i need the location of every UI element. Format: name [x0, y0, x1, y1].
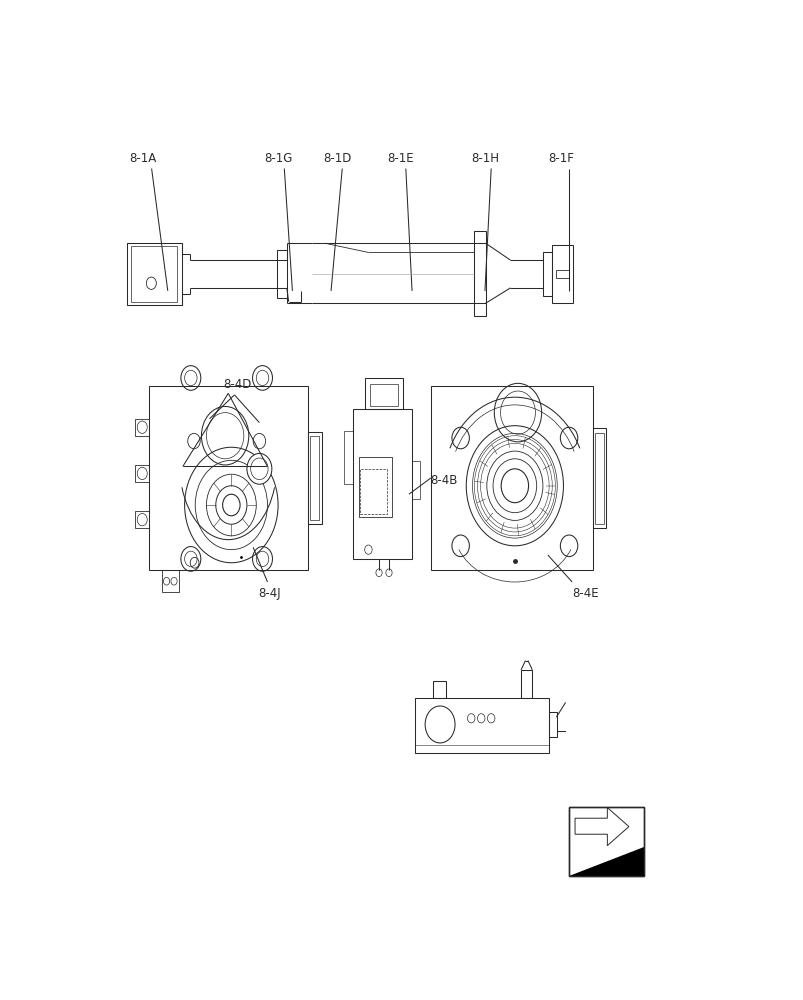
Text: 8-1H: 8-1H	[471, 152, 499, 165]
Bar	[308, 432, 321, 524]
Bar	[569, 807, 643, 876]
Bar	[432, 681, 446, 698]
Bar	[548, 712, 556, 737]
Bar	[412, 461, 419, 499]
Bar	[161, 570, 179, 592]
Bar	[569, 807, 643, 876]
Bar	[135, 465, 149, 482]
Bar	[365, 378, 402, 409]
Bar	[414, 698, 548, 753]
Bar	[542, 252, 551, 296]
Bar	[276, 250, 287, 298]
Bar	[551, 245, 573, 303]
Circle shape	[247, 453, 271, 484]
Bar	[556, 270, 568, 278]
Bar	[353, 409, 412, 559]
Text: 8-1A: 8-1A	[129, 152, 157, 165]
Bar	[359, 457, 391, 517]
Text: 8-4J: 8-4J	[259, 587, 281, 600]
Bar	[474, 231, 485, 316]
Bar	[360, 469, 386, 514]
Text: 8-1E: 8-1E	[387, 152, 414, 165]
Bar	[343, 431, 353, 484]
Bar	[127, 243, 181, 305]
Bar	[592, 428, 605, 528]
Text: 8-1D: 8-1D	[323, 152, 351, 165]
Bar	[149, 386, 308, 570]
Bar	[135, 419, 149, 436]
Bar	[520, 670, 532, 698]
Text: 8-4E: 8-4E	[572, 587, 598, 600]
Text: 8-1G: 8-1G	[263, 152, 292, 165]
Bar	[309, 436, 319, 520]
Bar	[135, 511, 149, 528]
Bar	[131, 246, 177, 302]
Text: 8-1F: 8-1F	[548, 152, 574, 165]
Text: 8-4B: 8-4B	[430, 474, 458, 487]
Bar	[370, 384, 397, 406]
Text: 8-4D: 8-4D	[223, 378, 251, 391]
Polygon shape	[574, 808, 628, 846]
Bar	[594, 433, 603, 524]
Bar	[430, 386, 592, 570]
Polygon shape	[569, 847, 643, 876]
